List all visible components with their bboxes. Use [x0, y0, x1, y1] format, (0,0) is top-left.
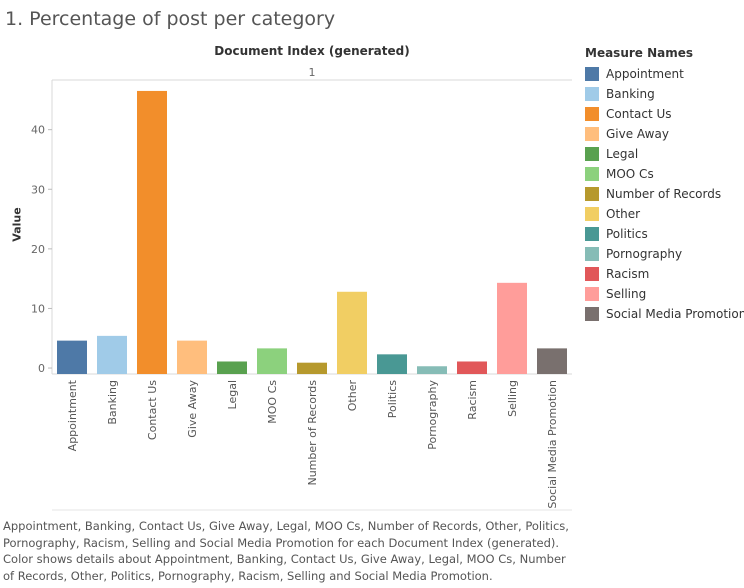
legend-label: Social Media Promotion [606, 307, 744, 321]
legend-label: Politics [606, 227, 648, 241]
x-tick-label: Banking [106, 380, 119, 425]
legend-item[interactable]: Number of Records [585, 184, 744, 204]
y-tick-label: 10 [31, 302, 45, 315]
x-tick-label: Legal [226, 380, 239, 409]
legend-swatch [585, 147, 599, 161]
legend-swatch [585, 207, 599, 221]
legend-swatch [585, 127, 599, 141]
bar [297, 362, 327, 374]
legend-label: Racism [606, 267, 650, 281]
legend-item[interactable]: Banking [585, 84, 744, 104]
legend-item[interactable]: Selling [585, 284, 744, 304]
x-tick-label: Racism [466, 380, 479, 420]
legend-swatch [585, 247, 599, 261]
bar [337, 291, 367, 374]
legend-swatch [585, 227, 599, 241]
column-header-value: 1 [308, 66, 316, 79]
x-tick-label: Politics [386, 380, 399, 419]
bar [537, 348, 567, 374]
legend-swatch [585, 107, 599, 121]
x-tick-label: Appointment [66, 379, 79, 451]
bar [257, 348, 287, 374]
legend-swatch [585, 307, 599, 321]
legend-label: Banking [606, 87, 655, 101]
x-tick-label: Give Away [186, 380, 199, 438]
bar [137, 90, 167, 374]
legend-item[interactable]: Pornography [585, 244, 744, 264]
bar [57, 340, 87, 374]
legend-label: MOO Cs [606, 167, 654, 181]
legend-label: Number of Records [606, 187, 722, 201]
x-tick-label: Other [346, 380, 359, 412]
legend-item[interactable]: Social Media Promotion [585, 304, 744, 324]
legend-item[interactable]: Give Away [585, 124, 744, 144]
legend-label: Appointment [606, 67, 684, 81]
legend-label: Contact Us [606, 107, 672, 121]
legend-label: Selling [606, 287, 647, 301]
x-tick-label: Selling [506, 380, 519, 417]
legend-item[interactable]: Contact Us [585, 104, 744, 124]
y-tick-label: 30 [31, 183, 45, 196]
legend-swatch [585, 167, 599, 181]
bar [217, 361, 247, 374]
bar [417, 366, 447, 374]
x-tick-label: MOO Cs [266, 380, 279, 424]
legend-title: Measure Names [585, 46, 694, 60]
legend-label: Legal [606, 147, 639, 161]
legend-item[interactable]: Politics [585, 224, 744, 244]
y-tick-label: 40 [31, 124, 45, 137]
legend-swatch [585, 67, 599, 81]
bar [457, 361, 487, 374]
legend-swatch [585, 267, 599, 281]
x-tick-label: Pornography [426, 380, 439, 450]
legend-item[interactable]: MOO Cs [585, 164, 744, 184]
legend-swatch [585, 187, 599, 201]
bar [497, 282, 527, 374]
bar [97, 335, 127, 374]
bar-chart: 0 10 20 30 40 Appointment Banking Contact Us Gi… [31, 79, 572, 511]
legend-swatch [585, 87, 599, 101]
bar [377, 354, 407, 374]
bar [177, 340, 207, 374]
legend-label: Other [606, 207, 641, 221]
chart-title: 1. Percentage of post per category [5, 8, 336, 30]
legend-label: Pornography [606, 247, 683, 261]
legend-label: Give Away [606, 127, 669, 141]
legend-item[interactable]: Other [585, 204, 744, 224]
legend[interactable]: Measure Names Appointment Banking Contact … [585, 46, 744, 324]
legend-item[interactable]: Racism [585, 264, 744, 284]
x-tick-label: Number of Records [306, 380, 319, 486]
legend-item[interactable]: Appointment [585, 64, 744, 84]
y-tick-label: 20 [31, 243, 45, 256]
chart-caption: Appointment, Banking, Contact Us, Give A… [3, 519, 569, 583]
legend-item[interactable]: Legal [585, 144, 744, 164]
y-tick-label: 0 [38, 362, 45, 375]
column-header: Document Index (generated) [214, 44, 410, 58]
legend-swatch [585, 287, 599, 301]
x-tick-label: Contact Us [146, 380, 159, 440]
x-tick-label: Social Media Promotion [546, 380, 559, 509]
